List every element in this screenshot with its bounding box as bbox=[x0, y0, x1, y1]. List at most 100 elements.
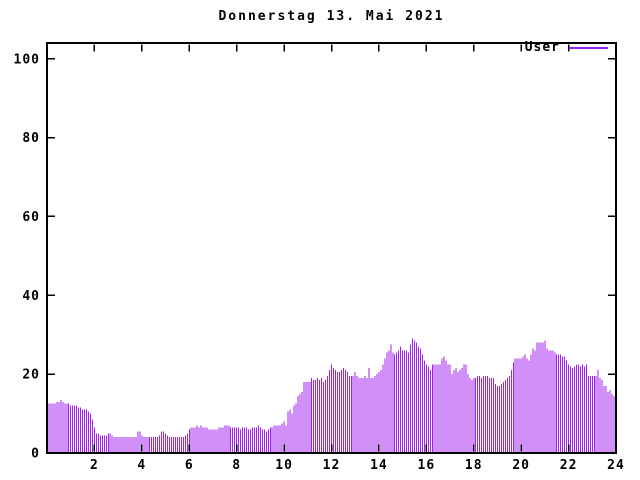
bar bbox=[400, 346, 402, 453]
bar bbox=[147, 437, 149, 453]
bar bbox=[386, 352, 388, 453]
bar bbox=[246, 427, 248, 454]
bar bbox=[72, 405, 74, 453]
bar bbox=[550, 350, 552, 453]
bar bbox=[202, 427, 204, 454]
bar bbox=[489, 378, 491, 453]
y-tick-label: 100 bbox=[14, 52, 40, 67]
bar bbox=[591, 376, 593, 454]
bar bbox=[194, 427, 196, 454]
bar bbox=[352, 376, 354, 454]
bar bbox=[508, 376, 510, 454]
bar bbox=[473, 378, 475, 453]
bar bbox=[293, 405, 295, 453]
bar bbox=[613, 395, 615, 453]
x-tick-label: 16 bbox=[418, 458, 436, 473]
bar bbox=[135, 437, 137, 453]
bar bbox=[572, 368, 574, 453]
bar bbox=[123, 437, 125, 453]
bar bbox=[157, 437, 159, 453]
bar bbox=[350, 376, 352, 454]
bar bbox=[410, 344, 412, 453]
bar bbox=[512, 362, 514, 453]
bar bbox=[429, 370, 431, 453]
bar bbox=[311, 378, 313, 453]
bar bbox=[214, 429, 216, 453]
bar bbox=[309, 382, 311, 453]
bar bbox=[358, 378, 360, 453]
bar bbox=[419, 348, 421, 453]
bar bbox=[562, 356, 564, 453]
bar bbox=[97, 433, 99, 453]
bar bbox=[605, 385, 607, 453]
bar bbox=[479, 376, 481, 454]
bar bbox=[370, 378, 372, 453]
bar bbox=[469, 378, 471, 453]
bar bbox=[273, 425, 275, 453]
bar bbox=[607, 391, 609, 453]
bar bbox=[74, 405, 76, 453]
x-tick-label: 10 bbox=[275, 458, 293, 473]
bar bbox=[331, 364, 332, 453]
bar bbox=[585, 364, 587, 453]
bar bbox=[184, 435, 186, 453]
bar bbox=[558, 354, 560, 453]
bar bbox=[396, 352, 398, 453]
bar bbox=[463, 364, 465, 453]
bar bbox=[222, 427, 224, 454]
bar bbox=[546, 348, 548, 453]
bar bbox=[384, 358, 386, 453]
bar bbox=[378, 372, 380, 453]
bar bbox=[305, 382, 307, 453]
bar bbox=[597, 370, 599, 453]
bar bbox=[54, 403, 56, 453]
bar bbox=[196, 425, 198, 453]
bar bbox=[68, 403, 70, 453]
bar bbox=[506, 378, 508, 453]
bar bbox=[60, 399, 62, 453]
bar bbox=[115, 437, 117, 453]
chart-title: Donnerstag 13. Mai 2021 bbox=[218, 9, 445, 24]
x-tick-label: 6 bbox=[185, 458, 194, 473]
bar bbox=[435, 364, 437, 453]
bar bbox=[279, 425, 281, 453]
bar bbox=[453, 370, 455, 453]
bar bbox=[64, 403, 66, 453]
bar bbox=[323, 382, 325, 453]
bar bbox=[234, 427, 236, 454]
bar bbox=[172, 437, 174, 453]
bar bbox=[394, 354, 396, 453]
bar bbox=[91, 419, 93, 453]
bar bbox=[236, 427, 238, 454]
bar bbox=[113, 437, 115, 453]
x-tick-label: 12 bbox=[323, 458, 341, 473]
bar bbox=[325, 380, 327, 453]
legend-user-label: User bbox=[524, 40, 560, 55]
bar bbox=[348, 376, 350, 454]
bar bbox=[487, 376, 489, 454]
bar bbox=[149, 437, 151, 453]
bar bbox=[611, 393, 613, 453]
bar bbox=[143, 437, 145, 453]
bar bbox=[170, 437, 172, 453]
bar bbox=[485, 376, 487, 454]
bar bbox=[392, 352, 394, 453]
bar bbox=[504, 380, 506, 453]
bar bbox=[599, 378, 601, 453]
bar bbox=[356, 376, 358, 454]
bar bbox=[137, 431, 139, 453]
bar bbox=[467, 374, 469, 453]
bar bbox=[299, 393, 301, 453]
bar bbox=[451, 374, 453, 453]
bar bbox=[167, 435, 169, 453]
bar bbox=[76, 405, 78, 453]
bar bbox=[388, 350, 390, 453]
bar bbox=[291, 413, 293, 453]
bar bbox=[255, 427, 257, 454]
bar bbox=[532, 348, 534, 453]
bar bbox=[427, 366, 429, 453]
bar bbox=[139, 431, 141, 453]
bar bbox=[447, 364, 449, 453]
bar bbox=[439, 364, 441, 453]
bar bbox=[62, 401, 64, 453]
